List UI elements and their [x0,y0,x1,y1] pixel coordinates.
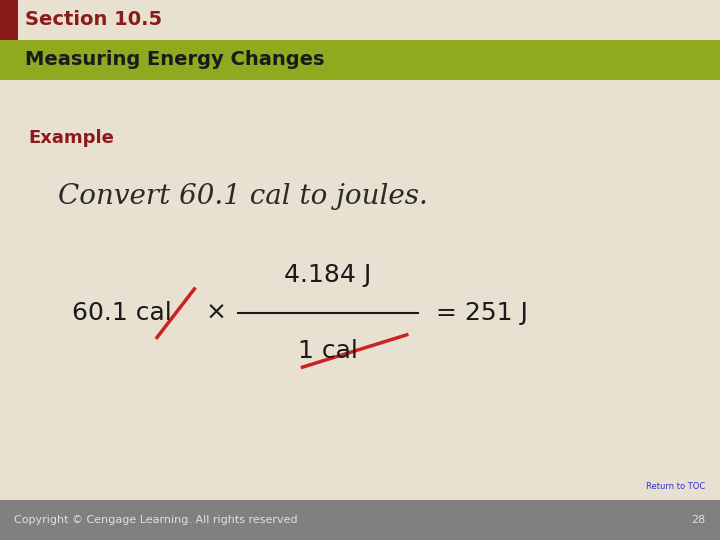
Text: 60.1 cal: 60.1 cal [72,301,172,325]
FancyBboxPatch shape [0,500,720,540]
Text: 28: 28 [691,515,706,525]
Text: Convert 60.1 cal to joules.: Convert 60.1 cal to joules. [58,183,428,210]
Text: = 251 J: = 251 J [436,301,528,325]
FancyBboxPatch shape [0,0,720,40]
Text: Section 10.5: Section 10.5 [25,10,162,30]
Text: 1 cal: 1 cal [297,339,358,363]
Text: Measuring Energy Changes: Measuring Energy Changes [25,50,325,70]
FancyBboxPatch shape [0,40,720,80]
Text: 4.184 J: 4.184 J [284,264,372,287]
FancyBboxPatch shape [0,0,18,40]
Text: Copyright © Cengage Learning. All rights reserved: Copyright © Cengage Learning. All rights… [14,515,298,525]
Text: Return to TOC: Return to TOC [647,482,706,491]
FancyBboxPatch shape [0,80,720,540]
Text: Example: Example [29,129,114,146]
Text: ×: × [205,301,226,325]
